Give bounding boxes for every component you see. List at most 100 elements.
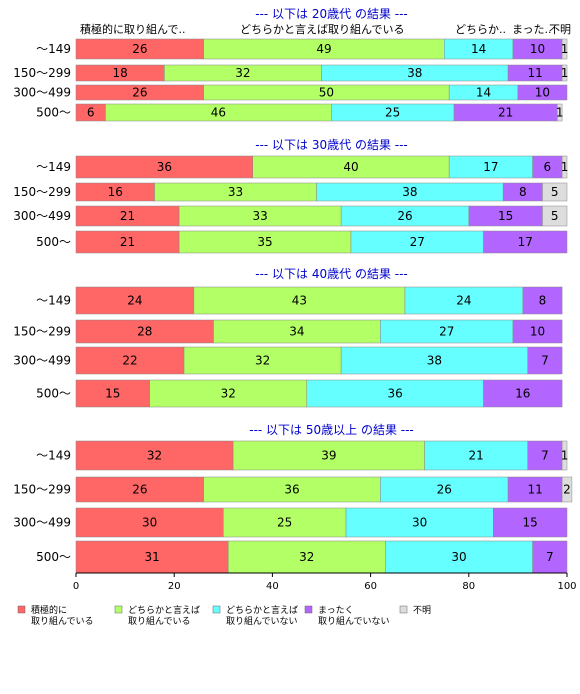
- bar-value-label: 14: [471, 42, 486, 56]
- bar-value-label: 17: [518, 235, 533, 249]
- x-tick-label: 40: [266, 581, 279, 592]
- x-tick-label: 20: [168, 581, 181, 592]
- bar-segment: [75, 346, 185, 375]
- bar-value-label: 26: [397, 209, 412, 223]
- bar-value-label: 26: [437, 483, 452, 497]
- bar-segment: [527, 346, 563, 375]
- bar-value-label: 14: [476, 86, 491, 100]
- x-tick-label: 0: [73, 581, 79, 592]
- bar-segment: [424, 440, 528, 471]
- bar-segment: [380, 476, 509, 503]
- bar-segment: [232, 440, 425, 471]
- bar-value-label: 22: [122, 354, 137, 368]
- bar-segment: [542, 205, 568, 227]
- bar-value-label: 30: [142, 516, 157, 530]
- bar-segment: [561, 38, 568, 60]
- bar-value-label: 38: [407, 66, 422, 80]
- row-label: 150〜299: [13, 325, 71, 339]
- bar-segment: [193, 286, 406, 315]
- bar-value-label: 25: [385, 106, 400, 120]
- group-title: --- 以下は 30歳代 の結果 ---: [255, 138, 408, 152]
- bar-value-label: 30: [412, 516, 427, 530]
- bar-segment: [75, 286, 195, 315]
- bar-value-label: 8: [539, 294, 547, 308]
- legend-swatch: [114, 605, 123, 614]
- bar-value-label: 36: [284, 483, 299, 497]
- group-title: --- 以下は 50歳以上 の結果 ---: [249, 423, 414, 437]
- row-label: 500〜: [36, 387, 71, 401]
- bar-value-label: 39: [321, 449, 336, 463]
- legend-label: どちらかと言えば: [128, 604, 200, 616]
- bar-value-label: 1: [561, 42, 569, 56]
- bar-value-label: 30: [451, 550, 466, 564]
- row-label: 300〜499: [13, 516, 71, 530]
- bar-segment: [542, 182, 568, 202]
- bar-value-label: 32: [299, 550, 314, 564]
- bar-value-label: 6: [544, 160, 552, 174]
- bar-value-label: 1: [556, 106, 564, 120]
- legend-swatch: [399, 605, 408, 614]
- legend-swatch: [17, 605, 26, 614]
- bar-value-label: 7: [541, 449, 549, 463]
- bar-value-label: 21: [498, 106, 513, 120]
- bar-value-label: 1: [561, 66, 569, 80]
- bar-value-label: 5: [551, 185, 559, 199]
- bar-value-label: 5: [551, 209, 559, 223]
- bar-value-label: 24: [456, 294, 471, 308]
- bar-value-label: 50: [319, 86, 334, 100]
- bar-value-label: 15: [523, 516, 538, 530]
- row-label: 150〜299: [13, 66, 71, 80]
- bar-segment: [483, 379, 563, 408]
- legend-label: まったく: [318, 605, 354, 616]
- bar-segment: [183, 346, 342, 375]
- bar-value-label: 21: [120, 209, 135, 223]
- bar-segment: [556, 103, 563, 122]
- legend-swatch: [212, 605, 221, 614]
- bar-value-label: 15: [498, 209, 513, 223]
- bar-segment: [561, 64, 568, 82]
- row-label: 500〜: [36, 106, 71, 120]
- bar-segment: [75, 540, 229, 574]
- row-label: 〜149: [36, 449, 71, 463]
- row-label: 500〜: [36, 550, 71, 564]
- bar-segment: [306, 379, 484, 408]
- bar-value-label: 40: [343, 160, 358, 174]
- column-header: 不明: [549, 23, 571, 36]
- bar-value-label: 32: [235, 66, 250, 80]
- bar-value-label: 27: [410, 235, 425, 249]
- bar-segment: [223, 507, 347, 538]
- legend-label: 積極的に: [31, 604, 67, 616]
- bar-value-label: 21: [120, 235, 135, 249]
- x-tick-label: 60: [364, 581, 377, 592]
- row-label: 300〜499: [13, 354, 71, 368]
- group-title: --- 以下は 20歳代 の結果 ---: [255, 7, 408, 21]
- bar-segment: [340, 346, 528, 375]
- bar-value-label: 35: [257, 235, 272, 249]
- bar-segment: [561, 440, 568, 471]
- bar-segment: [404, 286, 524, 315]
- bar-segment: [385, 540, 533, 574]
- bar-value-label: 26: [132, 86, 147, 100]
- row-label: 〜149: [36, 160, 71, 174]
- row-label: 150〜299: [13, 185, 71, 199]
- row-label: 〜149: [36, 42, 71, 56]
- bar-segment: [532, 540, 568, 574]
- bar-value-label: 34: [289, 325, 304, 339]
- legend-label: 取り組んでいない: [318, 615, 390, 627]
- legend-label: どちらかと言えば: [226, 604, 298, 616]
- bar-value-label: 26: [132, 483, 147, 497]
- bar-value-label: 10: [530, 42, 545, 56]
- bar-value-label: 6: [87, 106, 95, 120]
- bar-segment: [527, 440, 563, 471]
- bar-value-label: 7: [541, 354, 549, 368]
- bar-value-label: 1: [561, 160, 569, 174]
- column-header: どちらか..: [455, 23, 506, 36]
- bar-value-label: 15: [105, 387, 120, 401]
- bar-value-label: 16: [108, 185, 123, 199]
- x-tick-label: 80: [462, 581, 475, 592]
- bar-value-label: 27: [439, 325, 454, 339]
- bar-value-label: 49: [316, 42, 331, 56]
- bar-value-label: 2: [563, 483, 571, 497]
- bar-segment: [561, 155, 568, 179]
- legend-label: 取り組んでいる: [128, 615, 191, 627]
